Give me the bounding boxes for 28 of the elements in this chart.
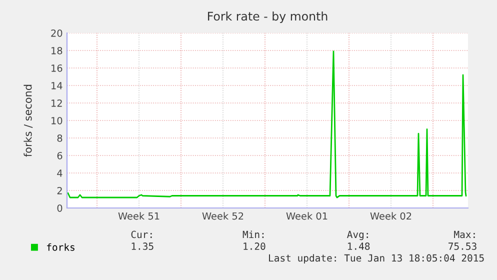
x-tick-label: Week 01: [286, 212, 328, 220]
text: Avg:: [347, 230, 368, 240]
line-series: [67, 50, 467, 198]
y-tick-label: 8: [57, 134, 62, 142]
x-tick-label: Week 02: [370, 212, 412, 220]
text: 1.48: [348, 242, 370, 250]
y-tick-label: 18: [52, 46, 62, 54]
chart-title: Fork rate - by month: [208, 12, 328, 23]
text: Min:: [242, 230, 264, 238]
x-tick-label: Week 51: [118, 212, 160, 220]
y-tick-label: 10: [52, 116, 62, 124]
y-tick-label: 14: [52, 82, 62, 90]
y-tick-label: 0: [57, 204, 62, 212]
text: Cur:: [131, 230, 152, 238]
text: 1.35: [132, 242, 154, 250]
y-tick-label: 20: [51, 29, 62, 37]
y-tick-label: 2: [57, 186, 62, 194]
y-tick-label: 12: [52, 99, 62, 107]
text: Max:: [454, 230, 475, 238]
text: 1.20: [244, 242, 266, 250]
x-tick-label: Week 52: [202, 212, 244, 220]
y-tick-label: 6: [57, 152, 62, 160]
y-tick-label: 16: [52, 64, 62, 72]
legend-label: forks: [47, 243, 74, 251]
text: Last update: Tue Jan 13 18:05:04 2015: [269, 254, 484, 264]
y-tick-label: 4: [57, 170, 62, 177]
text: 75.53: [448, 242, 476, 250]
y-axis-title: forks / second: [24, 84, 33, 157]
